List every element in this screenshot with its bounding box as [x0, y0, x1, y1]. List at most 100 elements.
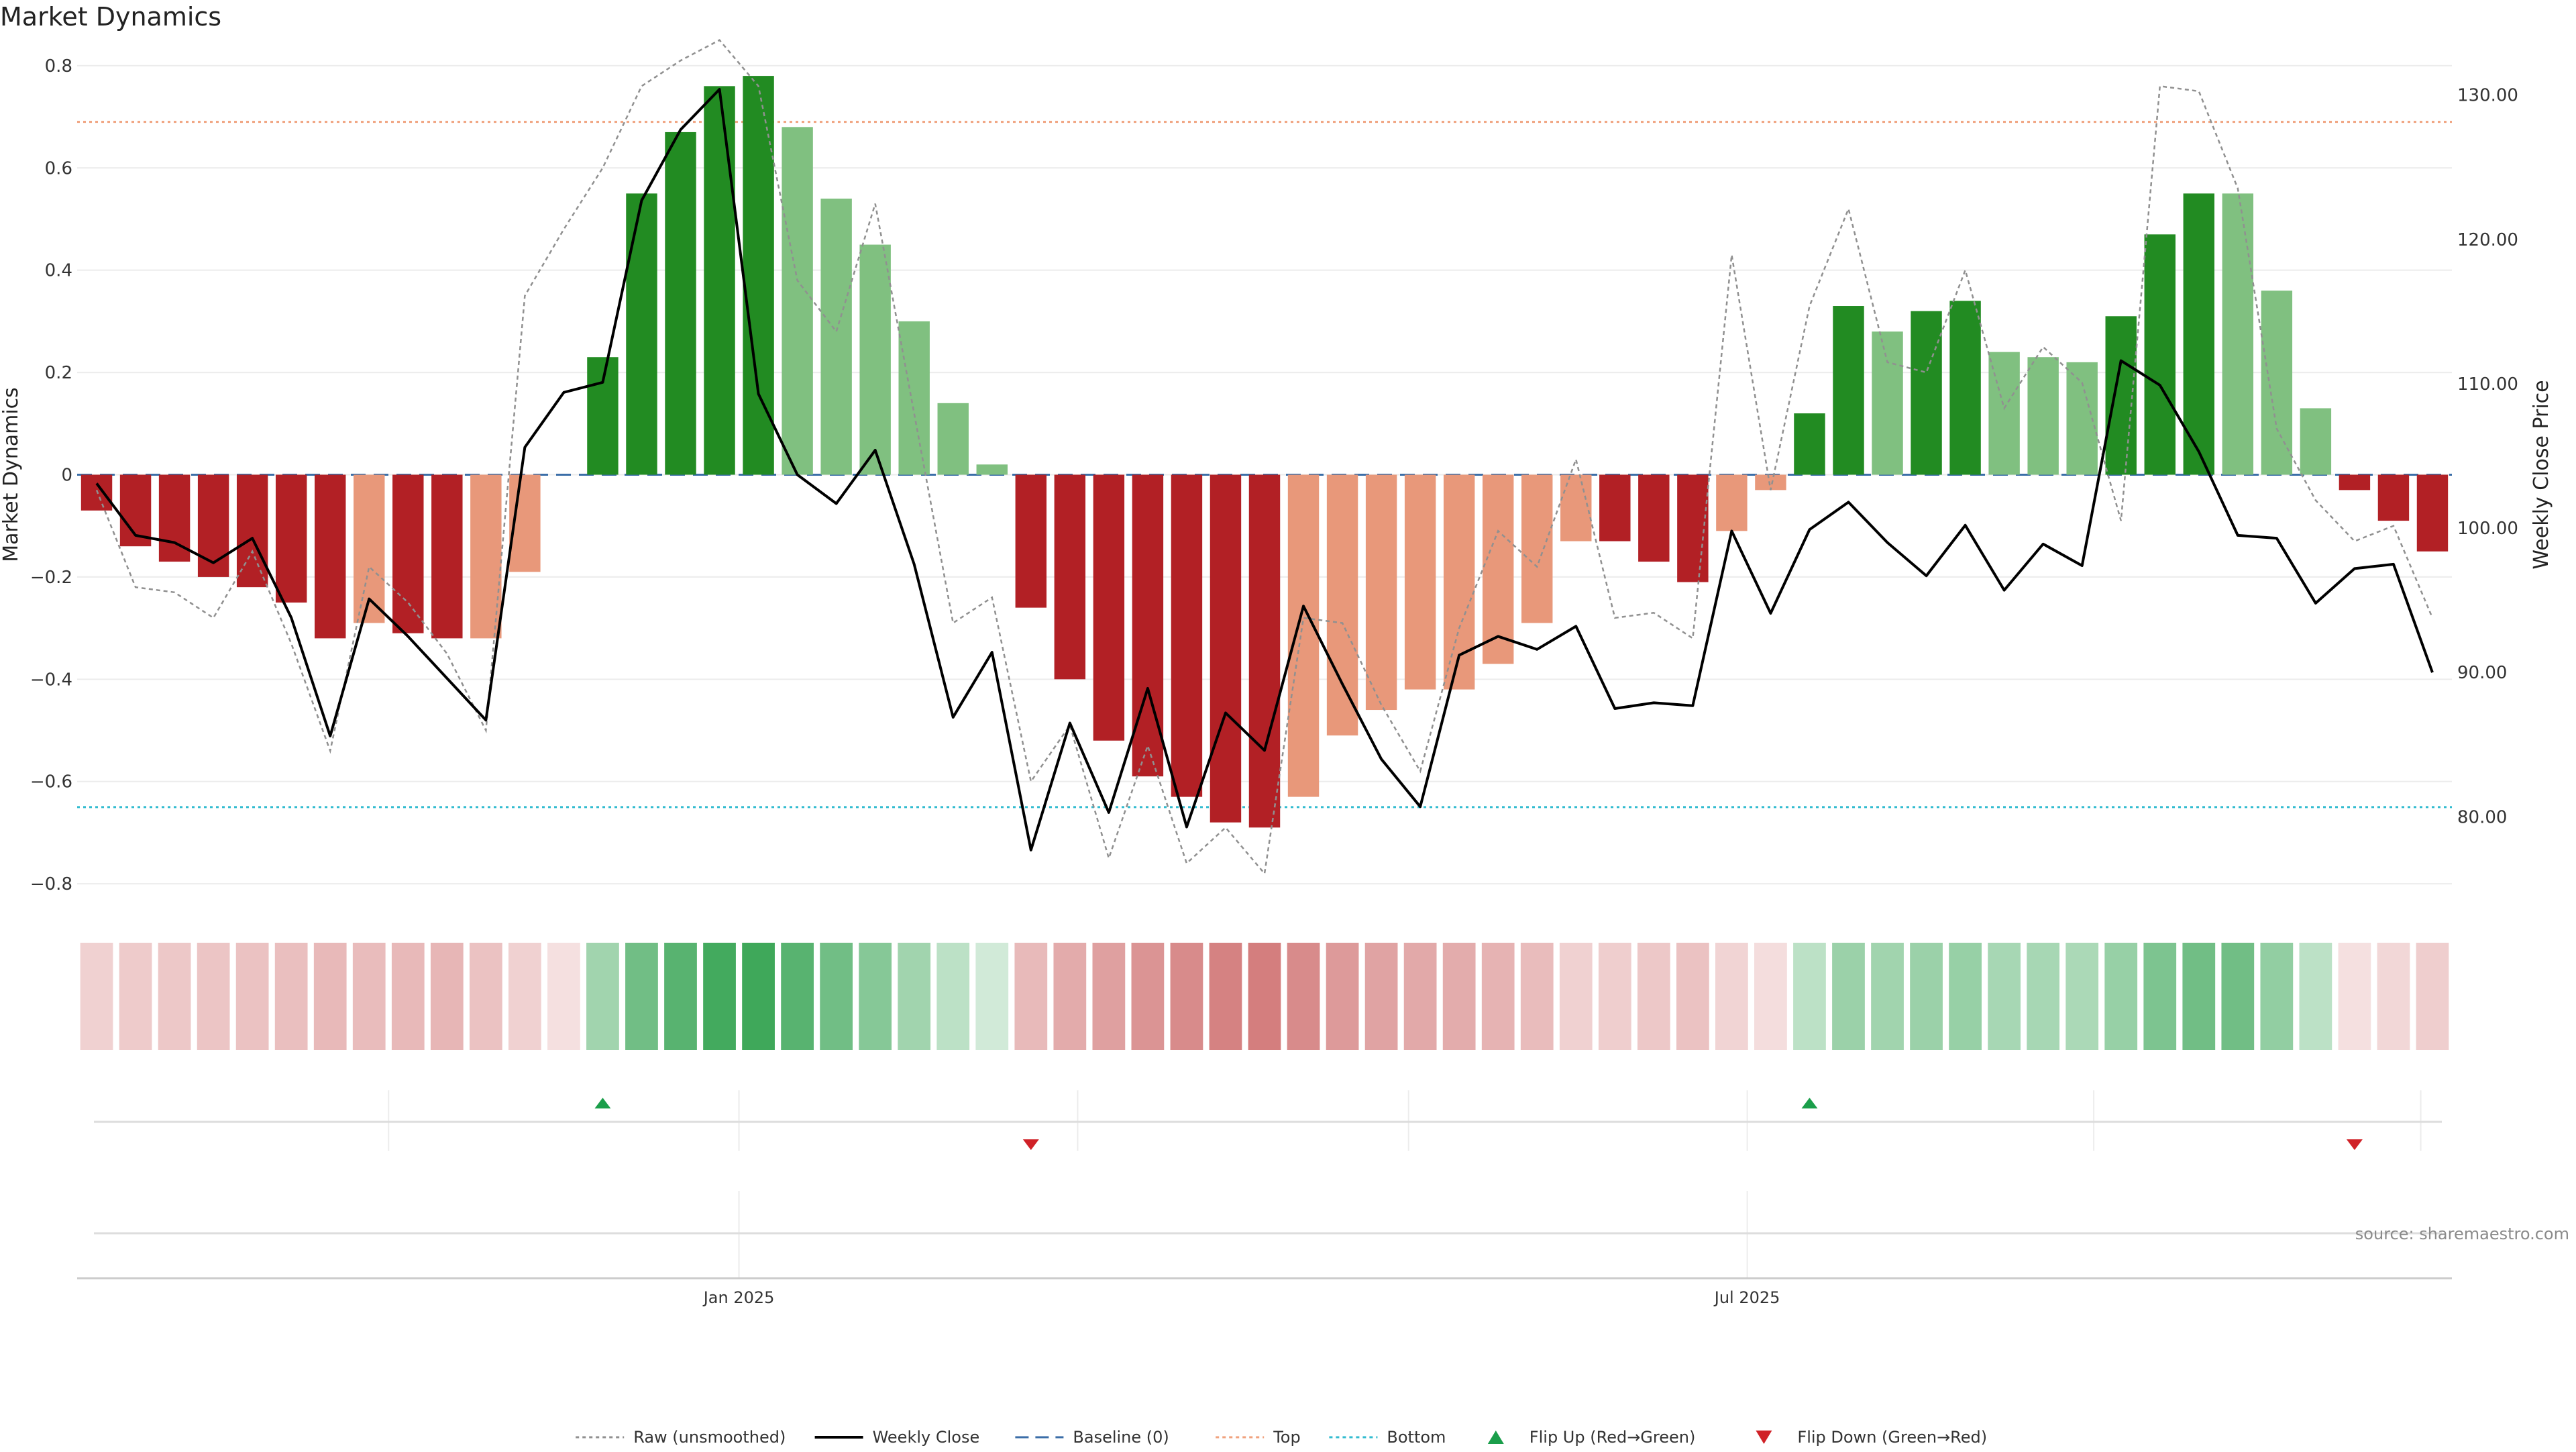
bar [587, 357, 619, 475]
bar [2416, 474, 2449, 552]
bar [1716, 474, 1748, 531]
bar [1521, 474, 1553, 623]
heat-strip-cell [469, 943, 502, 1050]
heat-strip-cell [859, 943, 892, 1050]
bar [236, 474, 268, 588]
legend-label: Bottom [1387, 1428, 1446, 1447]
bar [1949, 301, 1981, 475]
bar [2183, 193, 2214, 475]
bar [315, 474, 346, 639]
weekly-close-line [95, 88, 2434, 851]
y2-tick-label: 130.00 [2457, 86, 2518, 106]
heat-strip-cell [1832, 943, 1865, 1050]
flip-down-marker [1022, 1139, 1039, 1150]
source-note: source: sharemaestro.com [2355, 1225, 2569, 1243]
heat-strip-cell [1014, 943, 1048, 1050]
heat-strip-cell [1364, 943, 1398, 1050]
bar [1560, 474, 1592, 541]
bar [2027, 357, 2059, 475]
heat-strip-cell [1988, 943, 2021, 1050]
bar [782, 127, 813, 475]
y-tick-label: 0.8 [45, 56, 72, 76]
bar [197, 474, 229, 577]
bar [1054, 474, 1086, 680]
raw-unsmoothed-line [95, 39, 2434, 876]
legend-item: Weekly Close [814, 1428, 979, 1447]
heat-strip-cell [2221, 943, 2255, 1050]
bar [626, 193, 657, 475]
heat-strip-cell [2299, 943, 2332, 1050]
bar [1482, 474, 1514, 664]
legend-item: Flip Down (Green→Red) [1756, 1428, 1987, 1447]
legend-swatch [1756, 1431, 1772, 1444]
y2-tick-label: 120.00 [2457, 230, 2518, 250]
bar [2377, 474, 2410, 521]
bar [1365, 474, 1397, 711]
bar [1171, 474, 1203, 797]
bar [1326, 474, 1358, 736]
heat-strip-cell [742, 943, 775, 1050]
heat-strip-cell [1442, 943, 1476, 1050]
heat-strip-cell [2338, 943, 2371, 1050]
heat-strip-cell [2065, 943, 2099, 1050]
heat-strip-cell [898, 943, 931, 1050]
flip-down-marker [2346, 1139, 2363, 1150]
bar [1015, 474, 1047, 608]
legend-item: Flip Up (Red→Green) [1487, 1428, 1695, 1447]
bar [1093, 474, 1125, 741]
bar [859, 244, 891, 475]
bar [275, 474, 307, 603]
bar [1833, 306, 1864, 475]
bar [2144, 234, 2176, 475]
heat-strip-cell [1520, 943, 1554, 1050]
heat-strip-cell [1403, 943, 1437, 1050]
heat-strip-cell [1053, 943, 1087, 1050]
heat-strip-cell [586, 943, 619, 1050]
heat-strip-cell [1793, 943, 1826, 1050]
heat-strip-cell [625, 943, 658, 1050]
bar [976, 464, 1008, 475]
heat-strip-cell [781, 943, 814, 1050]
bar-series [80, 76, 2449, 828]
heat-strip-cell [547, 943, 580, 1050]
legend-label: Baseline (0) [1073, 1428, 1169, 1447]
heat-strip-cell [391, 943, 425, 1050]
y-tick-label: 0.6 [45, 158, 72, 178]
bar [80, 474, 113, 511]
heat-strip-cell [2182, 943, 2216, 1050]
heat-strip-cell [352, 943, 386, 1050]
bar [1210, 474, 1242, 823]
y-tick-label: −0.4 [30, 670, 72, 690]
heat-strip-cell [820, 943, 853, 1050]
x-tick-label: Jul 2025 [1713, 1288, 1780, 1307]
bar [1988, 352, 2020, 475]
heat-strip-cell [1209, 943, 1242, 1050]
bar [743, 76, 774, 475]
chart-title: Market Dynamics [0, 2, 221, 32]
legend-swatch [1487, 1431, 1504, 1444]
bar [704, 86, 735, 475]
legend-item: Bottom [1329, 1428, 1446, 1447]
y2-tick-label: 110.00 [2457, 374, 2518, 395]
heat-strip-cell [703, 943, 736, 1050]
bar [1404, 474, 1436, 690]
bar [665, 132, 696, 475]
bar [1755, 474, 1786, 490]
heat-strip-cell [80, 943, 113, 1050]
bar [2300, 408, 2332, 475]
heat-strip-cell [274, 943, 308, 1050]
heat-strip-cell [1248, 943, 1281, 1050]
legend-item: Baseline (0) [1015, 1428, 1169, 1447]
y-tick-label: 0.4 [45, 261, 72, 281]
heat-strip-cell [508, 943, 541, 1050]
legend-item: Top [1216, 1428, 1301, 1447]
y-tick-label: −0.2 [30, 568, 72, 588]
y-axis-title: Market Dynamics [0, 387, 23, 562]
heat-strip-cell [1287, 943, 1320, 1050]
y-tick-label: −0.8 [30, 874, 72, 894]
heat-strip-cell [2377, 943, 2410, 1050]
y-tick-label: 0 [61, 466, 72, 486]
bar [2261, 291, 2293, 475]
